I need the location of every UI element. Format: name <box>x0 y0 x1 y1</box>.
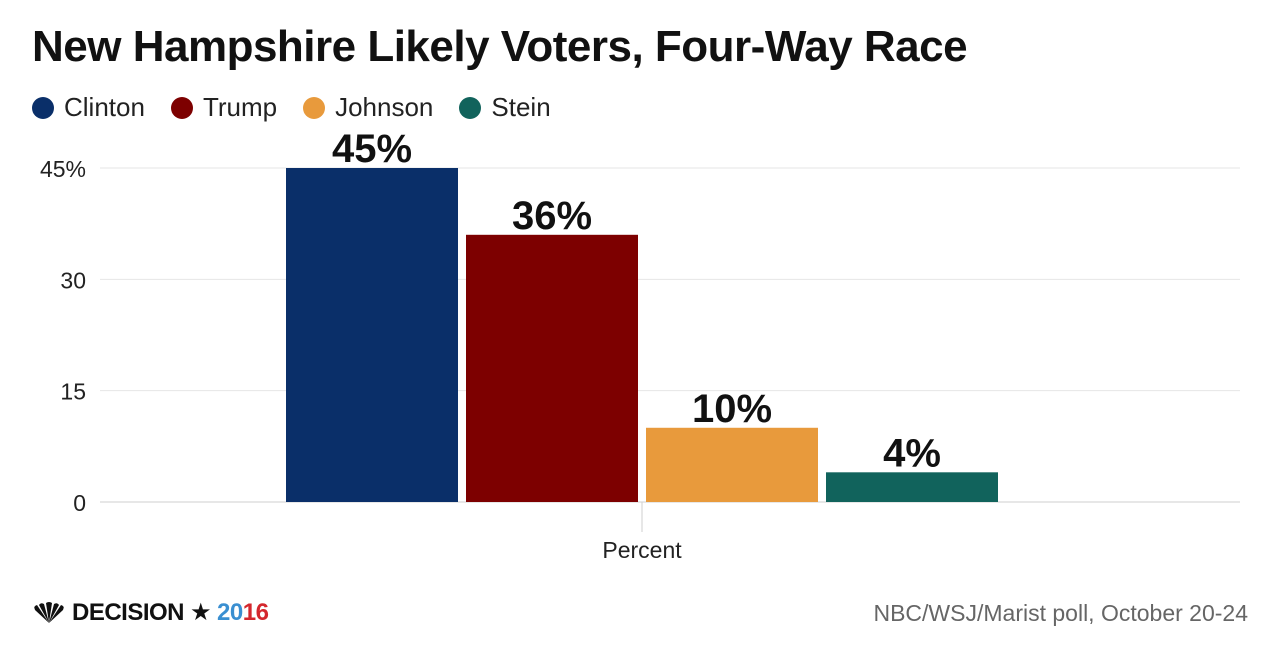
legend: Clinton Trump Johnson Stein <box>32 92 551 123</box>
chart-title: New Hampshire Likely Voters, Four-Way Ra… <box>32 22 968 71</box>
legend-label-johnson: Johnson <box>335 92 434 122</box>
data-label-johnson: 10% <box>692 387 772 431</box>
legend-item-trump: Trump <box>170 92 278 123</box>
bar-johnson <box>646 427 818 502</box>
y-tick-label-15: 15 <box>60 379 86 405</box>
y-tick-label-30: 30 <box>60 267 86 293</box>
y-tick-label-0: 0 <box>73 490 86 516</box>
bar-clinton <box>286 168 458 502</box>
brand-year: 2016 <box>217 598 269 627</box>
brand-year-part-b: 16 <box>242 598 269 626</box>
legend-label-trump: Trump <box>202 92 278 122</box>
brand-logo: DECISION ★ 2016 <box>32 598 269 627</box>
legend-item-johnson: Johnson <box>303 92 433 123</box>
data-label-clinton: 45% <box>332 127 412 171</box>
legend-item-stein: Stein <box>459 92 551 123</box>
bar-stein <box>826 472 998 502</box>
bar-trump <box>466 234 638 503</box>
legend-swatch-trump <box>170 96 193 119</box>
brand-year-part-a: 20 <box>217 598 243 626</box>
data-label-trump: 36% <box>512 194 592 238</box>
x-tick-label: Percent <box>602 537 682 563</box>
legend-swatch-clinton <box>32 96 54 119</box>
y-tick-label-45: 45% <box>40 156 86 182</box>
star-icon: ★ <box>190 599 212 626</box>
source-note: NBC/WSJ/Marist poll, October 20-24 <box>873 600 1248 626</box>
legend-label-clinton: Clinton <box>64 92 145 122</box>
brand-name: DECISION <box>72 598 185 626</box>
data-label-stein: 4% <box>883 431 941 475</box>
legend-swatch-stein <box>459 96 482 119</box>
legend-swatch-johnson <box>303 96 326 119</box>
legend-label-stein: Stein <box>491 92 551 122</box>
peacock-icon <box>34 601 64 623</box>
legend-item-clinton: Clinton <box>32 92 145 123</box>
